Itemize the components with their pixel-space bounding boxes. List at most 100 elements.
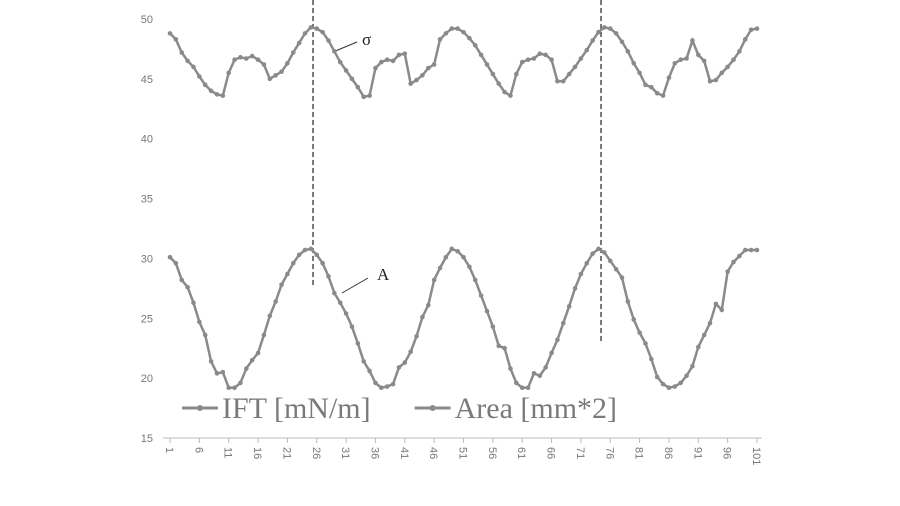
data-point	[643, 341, 648, 346]
data-point	[349, 76, 355, 82]
data-point	[408, 81, 413, 86]
data-point	[731, 259, 736, 265]
data-point	[625, 49, 631, 54]
y-tick-label: 15	[141, 433, 153, 445]
data-point	[607, 258, 613, 264]
x-tick-label: 36	[368, 447, 380, 459]
x-tick-label: 6	[192, 447, 204, 453]
data-point	[742, 247, 748, 253]
data-point	[690, 363, 695, 369]
data-point	[249, 53, 255, 59]
data-point	[255, 57, 261, 63]
data-point	[584, 47, 590, 53]
data-point	[373, 380, 378, 386]
data-point	[572, 286, 578, 291]
x-tick-label: 51	[457, 447, 469, 459]
data-point	[414, 77, 419, 83]
data-point	[696, 344, 701, 350]
data-point	[754, 247, 760, 253]
data-point	[384, 384, 390, 389]
data-point	[654, 90, 660, 96]
data-point	[537, 373, 543, 379]
data-point	[167, 254, 173, 260]
data-point	[255, 350, 261, 356]
data-point	[273, 72, 278, 78]
y-tick-label: 30	[141, 253, 153, 265]
series-line	[169, 26, 758, 99]
data-point	[566, 71, 572, 77]
data-point	[320, 29, 325, 35]
data-point	[337, 300, 343, 306]
data-point	[596, 246, 601, 252]
data-point	[373, 65, 378, 71]
data-point	[455, 26, 460, 31]
data-point	[525, 385, 531, 391]
data-point	[326, 274, 331, 279]
data-point	[173, 37, 179, 42]
y-tick-label: 35	[141, 194, 153, 206]
data-point	[431, 277, 437, 283]
data-point	[666, 385, 672, 391]
legend-label: Area [mm*2]	[455, 392, 617, 425]
y-tick-label: 20	[141, 373, 153, 385]
data-point	[379, 59, 384, 65]
data-point	[484, 308, 490, 314]
data-point	[619, 275, 625, 280]
data-point	[731, 57, 736, 63]
data-point	[343, 68, 349, 73]
data-point	[472, 277, 478, 283]
data-point	[220, 369, 226, 375]
y-tick-label: 50	[141, 14, 153, 26]
data-point	[390, 381, 396, 387]
data-point	[508, 93, 513, 98]
data-point	[185, 58, 190, 64]
data-point	[279, 282, 284, 288]
data-point	[214, 371, 220, 376]
data-point	[449, 246, 455, 252]
x-tick-label: 91	[691, 447, 703, 459]
data-point	[467, 264, 472, 270]
data-point	[748, 27, 754, 33]
data-point	[560, 78, 566, 84]
data-point	[425, 65, 431, 71]
data-point	[590, 251, 595, 256]
data-point	[484, 62, 490, 67]
data-point	[725, 269, 730, 274]
data-point	[443, 31, 449, 36]
y-tick-label: 25	[141, 313, 153, 325]
data-point	[238, 55, 243, 60]
data-point	[654, 374, 660, 380]
x-tick-label: 76	[603, 447, 615, 459]
data-point	[643, 82, 648, 88]
data-point	[349, 324, 355, 329]
data-point	[560, 320, 566, 326]
data-point	[566, 304, 572, 309]
data-point	[555, 337, 560, 343]
x-tick-label: 61	[515, 447, 527, 459]
data-point	[296, 252, 302, 258]
data-point	[519, 385, 525, 391]
data-point	[267, 76, 273, 82]
y-tick-label: 45	[141, 74, 153, 86]
data-point	[408, 349, 413, 355]
data-point	[696, 52, 701, 58]
data-point	[461, 29, 466, 35]
x-tick-label: 101	[750, 447, 762, 465]
data-point	[619, 39, 625, 45]
data-point	[719, 307, 725, 313]
data-point	[249, 357, 255, 363]
annotation-leader	[341, 277, 369, 294]
data-point	[672, 60, 678, 66]
data-point	[384, 57, 390, 63]
data-point	[302, 31, 308, 36]
data-point	[208, 88, 214, 94]
data-point	[607, 26, 613, 31]
data-point	[220, 93, 226, 98]
data-point	[361, 359, 367, 364]
data-point	[737, 49, 742, 54]
data-point	[290, 260, 296, 266]
x-tick-label: 81	[633, 447, 645, 459]
data-point	[537, 51, 543, 57]
data-point	[543, 365, 548, 370]
